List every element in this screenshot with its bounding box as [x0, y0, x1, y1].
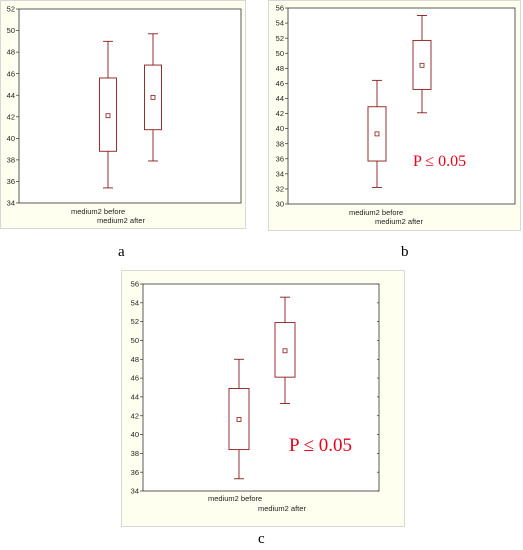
y-tick-label: 30 — [276, 200, 284, 209]
y-tick-label: 38 — [131, 449, 139, 458]
y-tick-label: 42 — [7, 112, 15, 121]
panel-label-b: b — [401, 244, 409, 260]
y-tick-label: 48 — [131, 355, 139, 364]
y-tick-label: 40 — [131, 430, 139, 439]
box-rect — [367, 106, 387, 162]
box-before — [228, 358, 250, 480]
box-rect — [144, 64, 162, 131]
y-tick-label: 44 — [7, 91, 15, 100]
box-before — [367, 79, 387, 188]
y-tick-label: 48 — [276, 64, 284, 73]
category-label: medium2 after — [97, 216, 145, 225]
chart-svg-c: 34 36 38 40 42 44 46 48 50 52 54 56 medium2 beforeme… — [131, 280, 380, 513]
box-after — [144, 33, 162, 162]
y-tick-label: 54 — [276, 19, 284, 28]
y-tick-label: 52 — [7, 5, 15, 14]
y-tick-label: 38 — [7, 155, 15, 164]
plot-area — [142, 283, 380, 492]
y-tick-label: 46 — [276, 79, 284, 88]
box-after — [412, 15, 432, 114]
y-tick-label: 50 — [131, 336, 139, 345]
y-tick-label: 42 — [131, 411, 139, 420]
box-rect — [228, 387, 250, 451]
plot-area — [287, 7, 516, 205]
category-label: medium2 before — [349, 208, 403, 217]
y-tick-label: 32 — [276, 185, 284, 194]
y-tick-label: 36 — [7, 177, 15, 186]
category-label: medium2 after — [258, 504, 306, 513]
center-marker — [105, 113, 111, 119]
y-tick-label: 40 — [7, 134, 15, 143]
y-tick-label: 42 — [276, 109, 284, 118]
chart-panel-a: 34 36 38 40 42 44 46 48 50 52 medium2 before medium… — [0, 0, 246, 229]
box-rect — [412, 39, 432, 90]
y-tick-label: 48 — [7, 48, 15, 57]
y-tick-label: 38 — [276, 139, 284, 148]
center-marker — [419, 62, 425, 68]
center-marker — [374, 131, 380, 137]
panel-label-c: c — [258, 531, 265, 547]
y-tick-label: 52 — [131, 317, 139, 326]
panel-label-a: a — [118, 244, 125, 260]
center-marker — [150, 94, 156, 100]
y-tick-label: 36 — [276, 154, 284, 163]
category-label: medium2 before — [71, 207, 125, 216]
box-rect — [274, 322, 296, 378]
y-tick-label: 34 — [131, 487, 139, 496]
significance-annotation: P ≤ 0.05 — [413, 153, 466, 170]
chart-panel-b: 30 32 34 36 38 40 42 44 46 48 50 52 54 56 medium2 befo… — [268, 0, 521, 231]
y-tick-label: 52 — [276, 34, 284, 43]
chart-svg-b: 30 32 34 36 38 40 42 44 46 48 50 52 54 56 medium2 befo… — [276, 4, 516, 226]
y-tick-label: 54 — [131, 298, 139, 307]
box-rect — [99, 77, 117, 152]
y-tick-label: 34 — [7, 199, 15, 208]
category-label: medium2 before — [208, 494, 262, 503]
chart-svg-a: 34 36 38 40 42 44 46 48 50 52 medium2 beforemedium… — [7, 5, 242, 225]
box-after — [274, 296, 296, 404]
chart-panel-c: 34 36 38 40 42 44 46 48 50 52 54 56 medium2 before me… — [121, 270, 405, 527]
y-tick-label: 50 — [7, 26, 15, 35]
y-tick-label: 44 — [276, 94, 284, 103]
center-marker — [236, 417, 242, 422]
y-tick-label: 40 — [276, 124, 284, 133]
y-tick-label: 46 — [7, 69, 15, 78]
plot-area — [18, 8, 242, 204]
y-tick-label: 46 — [131, 374, 139, 383]
category-label: medium2 after — [375, 217, 423, 226]
y-tick-label: 36 — [131, 468, 139, 477]
center-marker — [282, 348, 288, 354]
y-tick-label: 56 — [276, 4, 284, 13]
y-tick-label: 56 — [131, 280, 139, 289]
y-tick-label: 50 — [276, 49, 284, 58]
box-before — [99, 40, 117, 189]
y-tick-label: 44 — [131, 393, 139, 402]
y-tick-label: 34 — [276, 169, 284, 178]
significance-annotation: P ≤ 0.05 — [289, 435, 352, 456]
